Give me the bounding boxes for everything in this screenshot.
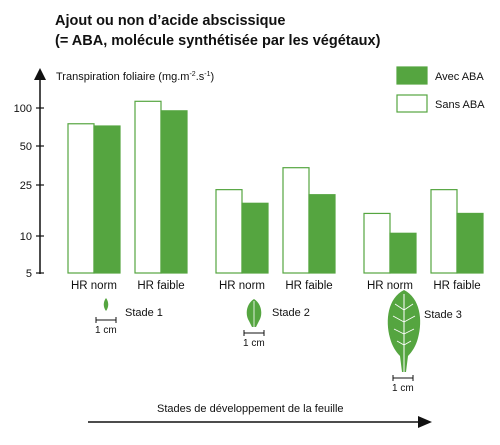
bar-avec-aba [160,110,188,274]
chart-title-line2: (= ABA, molécule synthétisée par les vég… [55,33,381,49]
y-ticks: 100 50 25 10 5 [14,103,44,280]
bar-sans-aba [215,189,243,274]
bar-avec-aba [241,202,269,274]
y-tick-label: 50 [20,141,32,153]
stage-1-label: Stade 1 [125,307,163,319]
y-axis-label: Transpiration foliaire (mg.m-2.s-1) [56,71,214,83]
bar-avec-aba [308,194,336,274]
y-tick-label: 5 [26,268,32,280]
category-labels: HR norm HR faible HR norm HR faible HR norm H… [71,280,481,292]
legend-label-avec: Avec ABA [435,71,484,83]
legend-label-sans: Sans ABA [435,99,485,111]
y-tick-label: 10 [20,231,32,243]
scale-label-1: 1 cm [95,325,117,336]
bars [67,100,484,274]
leaf-stage-3-veins [392,303,416,346]
bar-sans-aba [282,167,310,274]
scale-label-2: 1 cm [243,338,265,349]
bar-sans-aba [67,123,95,274]
legend-swatch-avec [396,66,428,85]
chart-title-line1: Ajout ou non d’acide abscissique [55,13,285,29]
category-label: HR norm [219,280,265,292]
legend-swatch-sans [396,94,428,113]
bar-avec-aba [456,212,484,274]
stage-3: 1 cm Stade 3 [387,290,462,394]
bar-sans-aba [430,189,458,274]
category-label: HR norm [367,280,413,292]
leaf-stage-1-icon [103,298,109,311]
scale-label-3: 1 cm [392,383,414,394]
y-tick-label: 100 [14,103,32,115]
stage-2: 1 cm Stade 2 [243,299,310,349]
x-axis-label: Stades de développement de la feuille [157,403,344,415]
category-label: HR faible [285,280,332,292]
legend: Avec ABA Sans ABA [396,66,485,113]
y-axis-arrow [34,68,46,80]
category-label: HR norm [71,280,117,292]
bar-sans-aba [134,100,162,274]
bar-avec-aba [93,125,121,274]
x-arrow-head [418,416,432,428]
y-tick-label: 25 [20,180,32,192]
category-label: HR faible [137,280,184,292]
stage-3-label: Stade 3 [424,309,462,321]
bar-sans-aba [363,212,391,274]
stage-1: 1 cm Stade 1 [95,298,163,336]
bar-avec-aba [389,232,417,274]
stage-2-label: Stade 2 [272,307,310,319]
category-label: HR faible [433,280,480,292]
